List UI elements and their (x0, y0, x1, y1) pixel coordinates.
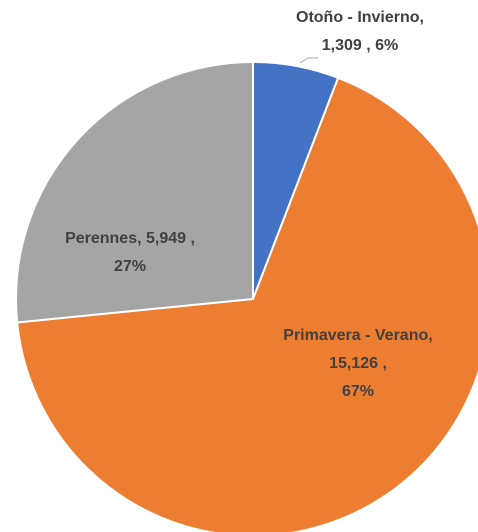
label-value: 15,126 (329, 355, 379, 372)
pie-slice (16, 76, 478, 532)
label-percent: 27% (113, 258, 147, 275)
pie-slice (15, 60, 254, 324)
label-category: Perennes (65, 230, 138, 247)
data-label: Perennes, 5,949 , 27% (65, 230, 195, 275)
leader-line (299, 57, 318, 64)
data-label: Otoño - Invierno, 1,309 , 6% (296, 9, 424, 54)
label-category: Otoño - Invierno (296, 9, 420, 26)
label-value: 5,949 (146, 230, 187, 247)
label-value: 1,309 (321, 37, 362, 54)
label-percent: 6% (375, 37, 399, 54)
label-category: Primavera - Verano (283, 327, 429, 344)
label-percent: 67% (341, 383, 375, 400)
data-label: Primavera - Verano, 15,126 , 67% (283, 327, 433, 400)
